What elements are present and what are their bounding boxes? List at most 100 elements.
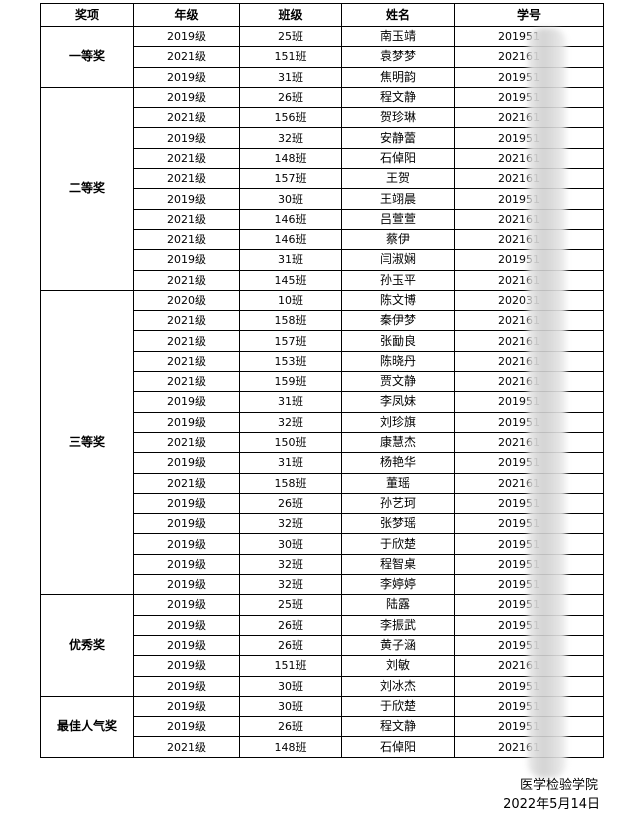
grade-cell: 2021级 (133, 269, 240, 291)
table-row: 2021级 145班 孙玉平 202161 (41, 269, 604, 291)
table-row: 三等奖 2020级 10班 陈文博 202031 (40, 289, 604, 596)
name-cell: 闫淑娴 (341, 249, 455, 271)
class-cell: 32班 (239, 513, 342, 535)
name-cell: 袁梦梦 (341, 46, 455, 68)
class-cell: 30班 (239, 675, 342, 697)
name-cell: 石倬阳 (341, 736, 455, 758)
class-cell: 151班 (239, 655, 342, 677)
table-row: 2021级 157班 张勔良 202161 (41, 330, 604, 352)
grade-cell: 2021级 (133, 228, 240, 251)
class-cell: 32班 (239, 127, 342, 149)
class-cell: 26班 (239, 86, 342, 109)
name-cell: 王贺 (341, 168, 455, 190)
class-cell: 31班 (239, 391, 342, 413)
class-cell: 32班 (239, 553, 342, 576)
award-cell: 优秀奖 (40, 594, 134, 697)
grade-cell: 2019级 (133, 188, 240, 210)
grade-cell: 2019级 (133, 66, 240, 88)
grade-cell: 2021级 (133, 168, 240, 190)
class-cell: 10班 (239, 289, 342, 312)
header-student-id: 学号 (454, 3, 604, 27)
grade-cell: 2021级 (133, 472, 240, 494)
name-cell: 陈文博 (341, 289, 455, 312)
class-cell: 32班 (239, 574, 342, 596)
award-cell: 一等奖 (40, 26, 134, 88)
name-cell: 刘珍旗 (341, 411, 455, 433)
name-cell: 焦明韵 (341, 66, 455, 88)
name-cell: 黄子涵 (341, 634, 455, 657)
grade-cell: 2019级 (133, 695, 240, 718)
grade-cell: 2019级 (133, 513, 240, 535)
footer-date: 2022年5月14日 (503, 797, 600, 812)
class-cell: 30班 (239, 188, 342, 210)
header-award: 奖项 (40, 3, 134, 27)
table-row: 2021级 156班 贺珍琳 202161 (41, 107, 604, 129)
class-cell: 159班 (239, 371, 342, 393)
award-cell: 三等奖 (40, 289, 134, 596)
grade-cell: 2019级 (133, 533, 240, 555)
class-cell: 148班 (239, 736, 342, 758)
grade-cell: 2019级 (133, 391, 240, 413)
class-cell: 25班 (239, 25, 342, 48)
name-cell: 吕萱萱 (341, 208, 455, 230)
footer-org: 医学检验学院 (519, 778, 598, 793)
class-cell: 158班 (239, 472, 342, 494)
class-cell: 153班 (239, 350, 342, 373)
grade-cell: 2019级 (133, 25, 240, 48)
name-cell: 陈晓丹 (341, 350, 455, 373)
grade-cell: 2019级 (133, 634, 240, 657)
table-body: 一等奖 2019级 25班 南玉靖 201951 2021级 151班 袁梦梦 202161 20… (40, 25, 604, 758)
grade-cell: 2019级 (133, 127, 240, 149)
class-cell: 156班 (239, 107, 342, 129)
class-cell: 32班 (239, 411, 342, 433)
name-cell: 于欣楚 (341, 533, 455, 555)
table-row: 优秀奖 2019级 25班 陆露 201951 (40, 594, 604, 697)
redaction-blur (528, 28, 566, 778)
name-cell: 程文静 (341, 86, 455, 109)
class-cell: 30班 (239, 533, 342, 555)
name-cell: 于欣楚 (341, 695, 455, 718)
class-cell: 148班 (239, 147, 342, 170)
class-cell: 150班 (239, 431, 342, 454)
grade-cell: 2021级 (133, 330, 240, 352)
grade-cell: 2019级 (133, 452, 240, 474)
name-cell: 孙艺珂 (341, 492, 455, 515)
name-cell: 张梦瑶 (341, 513, 455, 535)
header-row: 奖项 年级 班级 姓名 学号 (40, 3, 604, 27)
class-cell: 151班 (239, 46, 342, 68)
name-cell: 刘冰杰 (341, 675, 455, 697)
name-cell: 刘敏 (341, 655, 455, 677)
class-cell: 31班 (239, 66, 342, 88)
table-row: 2021级 157班 王贺 202161 (41, 168, 604, 190)
name-cell: 王翊晨 (341, 188, 455, 210)
name-cell: 张勔良 (341, 330, 455, 352)
name-cell: 程文静 (341, 716, 455, 738)
name-cell: 石倬阳 (341, 147, 455, 170)
name-cell: 陆露 (341, 594, 455, 616)
table-row: 2019级 32班 张梦瑶 201951 (41, 513, 604, 535)
grade-cell: 2020级 (133, 289, 240, 312)
name-cell: 董瑶 (341, 472, 455, 494)
grade-cell: 2019级 (133, 655, 240, 677)
grade-cell: 2019级 (133, 614, 240, 636)
award-cell: 最佳人气奖 (40, 695, 134, 758)
class-cell: 26班 (239, 614, 342, 636)
table-row: 2019级 30班 刘冰杰 201951 (41, 675, 604, 697)
grade-cell: 2021级 (133, 431, 240, 454)
award-cell: 二等奖 (40, 86, 134, 291)
table-row: 二等奖 2019级 26班 程文静 201951 (40, 86, 604, 291)
grade-cell: 2021级 (133, 310, 240, 332)
grade-cell: 2021级 (133, 107, 240, 129)
table-row: 最佳人气奖 2019级 30班 于欣楚 201951 (40, 695, 604, 758)
grade-cell: 2019级 (133, 553, 240, 576)
class-cell: 145班 (239, 269, 342, 291)
grade-cell: 2021级 (133, 46, 240, 68)
name-cell: 贾文静 (341, 371, 455, 393)
class-cell: 31班 (239, 249, 342, 271)
header-name: 姓名 (341, 3, 455, 27)
class-cell: 25班 (239, 594, 342, 616)
class-cell: 157班 (239, 168, 342, 190)
class-cell: 157班 (239, 330, 342, 352)
grade-cell: 2019级 (133, 716, 240, 738)
name-cell: 秦伊梦 (341, 310, 455, 332)
